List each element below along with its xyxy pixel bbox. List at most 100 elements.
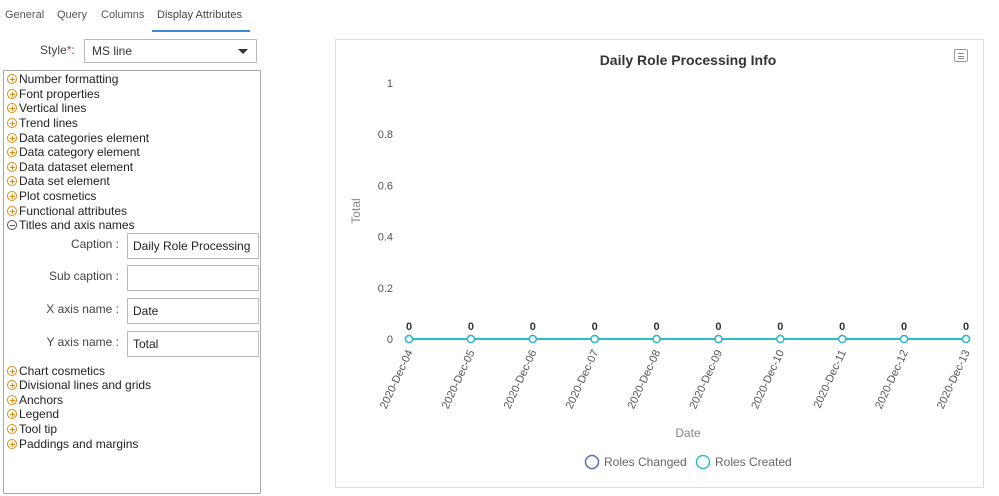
y-axis-title: Total: [349, 198, 363, 223]
x-tick-label: 2020-Dec-10: [749, 348, 787, 411]
y-tick-label: 0.4: [378, 232, 393, 244]
legend-item-label[interactable]: Roles Changed: [604, 455, 687, 469]
tree-item-vertical-lines[interactable]: Vertical lines: [7, 101, 86, 115]
attribute-tree: Number formatting Font properties Vertic…: [3, 70, 261, 494]
tree-item-data-categories-element[interactable]: Data categories element: [7, 131, 149, 145]
expand-icon: [7, 118, 17, 128]
x-axis-name-input[interactable]: [127, 298, 259, 324]
data-point[interactable]: [404, 334, 414, 344]
tab-columns[interactable]: Columns: [101, 9, 145, 21]
expand-icon: [7, 409, 17, 419]
y-axis-name-label: Y axis name :: [46, 335, 119, 349]
expand-icon: [7, 395, 17, 405]
x-tick-label: 2020-Dec-05: [440, 348, 478, 411]
expand-icon: [7, 147, 17, 157]
style-select[interactable]: MS line: [84, 39, 257, 63]
tree-item-font-properties[interactable]: Font properties: [7, 87, 100, 101]
expand-icon: [7, 366, 17, 376]
x-tick-label: 2020-Dec-04: [378, 348, 416, 411]
y-tick-label: 0.8: [378, 129, 393, 141]
data-point[interactable]: [837, 334, 847, 344]
data-point[interactable]: [652, 334, 661, 344]
expand-icon: [7, 176, 17, 186]
data-label: 0: [653, 321, 659, 333]
chart-title: Daily Role Processing Info: [600, 52, 777, 68]
tree-item-anchors[interactable]: Anchors: [7, 393, 63, 407]
x-tick-label: 2020-Dec-09: [687, 348, 725, 411]
tab-display-attributes[interactable]: Display Attributes: [152, 0, 250, 32]
data-label: 0: [777, 321, 783, 333]
style-label-colon: :: [71, 43, 75, 57]
expand-icon: [7, 191, 17, 201]
data-point[interactable]: [714, 334, 723, 344]
tree-item-functional-attributes[interactable]: Functional attributes: [7, 204, 127, 218]
tree-item-divisional-lines-and-grids[interactable]: Divisional lines and grids: [7, 378, 151, 392]
data-point[interactable]: [528, 334, 538, 344]
x-tick-label: 2020-Dec-06: [502, 348, 540, 411]
data-point[interactable]: [590, 334, 599, 344]
tree-item-tool-tip[interactable]: Tool tip: [7, 422, 57, 436]
required-mark: *: [66, 43, 72, 57]
tree-item-data-dataset-element[interactable]: Data dataset element: [7, 160, 133, 174]
expand-icon: [7, 206, 17, 216]
subcaption-label: Sub caption :: [48, 269, 119, 283]
tree-item-label: Paddings and margins: [19, 437, 139, 451]
tree-item-data-set-element[interactable]: Data set element: [7, 174, 110, 188]
tree-item-paddings-and-margins[interactable]: Paddings and margins: [7, 437, 138, 451]
caption-input[interactable]: [127, 233, 259, 259]
data-label: 0: [468, 321, 474, 333]
expand-icon: [7, 439, 17, 449]
data-point[interactable]: [776, 334, 785, 344]
legend-marker-icon: [695, 454, 711, 470]
tree-item-label: Titles and axis names: [19, 218, 135, 232]
tab-general[interactable]: General: [5, 9, 45, 21]
style-label: Style*:: [40, 43, 75, 57]
tree-item-label: Data category element: [19, 145, 140, 159]
data-label: 0: [839, 321, 845, 333]
expand-icon: [7, 162, 17, 172]
x-ticks: 2020-Dec-04 2020-Dec-05 2020-Dec-06 2020-De…: [378, 348, 973, 411]
style-select-value: MS line: [92, 44, 133, 58]
legend-marker-icon: [584, 454, 600, 470]
data-point[interactable]: [899, 334, 909, 344]
data-label: 0: [715, 321, 721, 333]
expand-icon: [7, 380, 17, 390]
data-point[interactable]: [961, 334, 971, 344]
tree-item-plot-cosmetics[interactable]: Plot cosmetics: [7, 189, 96, 203]
tree-item-label: Legend: [19, 407, 60, 421]
y-tick-label: 0.2: [378, 283, 393, 295]
tree-item-chart-cosmetics[interactable]: Chart cosmetics: [7, 364, 105, 378]
y-tick-label: 0.6: [378, 180, 393, 192]
y-tick-label: 1: [387, 78, 393, 90]
chart-menu-icon[interactable]: [954, 49, 968, 62]
tree-item-label: Tool tip: [19, 422, 58, 436]
x-tick-label: 2020-Dec-07: [564, 348, 602, 411]
data-label: 0: [901, 321, 907, 333]
tree-item-label: Anchors: [19, 393, 64, 407]
legend-item-label[interactable]: Roles Created: [715, 455, 792, 469]
tree-item-legend[interactable]: Legend: [7, 407, 59, 421]
tree-item-number-formatting[interactable]: Number formatting: [7, 72, 118, 86]
series-layer: [404, 334, 971, 344]
subcaption-input[interactable]: [127, 265, 259, 291]
chevron-down-icon: [238, 49, 248, 54]
tree-item-trend-lines[interactable]: Trend lines: [7, 116, 78, 130]
tree-item-data-category-element[interactable]: Data category element: [7, 145, 140, 159]
data-point[interactable]: [466, 334, 476, 344]
tree-item-label: Plot cosmetics: [19, 189, 97, 203]
tree-item-titles-and-axis-names[interactable]: Titles and axis names: [7, 218, 135, 232]
y-axis-name-input[interactable]: [127, 331, 259, 357]
tree-item-label: Divisional lines and grids: [19, 378, 152, 392]
data-label: 0: [406, 321, 412, 333]
chart-card: [335, 39, 984, 488]
expand-icon: [7, 74, 17, 84]
expand-icon: [7, 133, 17, 143]
legend: Roles Changed Roles Created: [584, 454, 792, 470]
x-axis-name-label: X axis name :: [46, 302, 119, 316]
expand-icon: [7, 89, 17, 99]
tree-item-label: Number formatting: [19, 72, 119, 86]
expand-icon: [7, 103, 17, 113]
tree-item-label: Functional attributes: [19, 204, 128, 218]
tab-query[interactable]: Query: [57, 9, 87, 21]
